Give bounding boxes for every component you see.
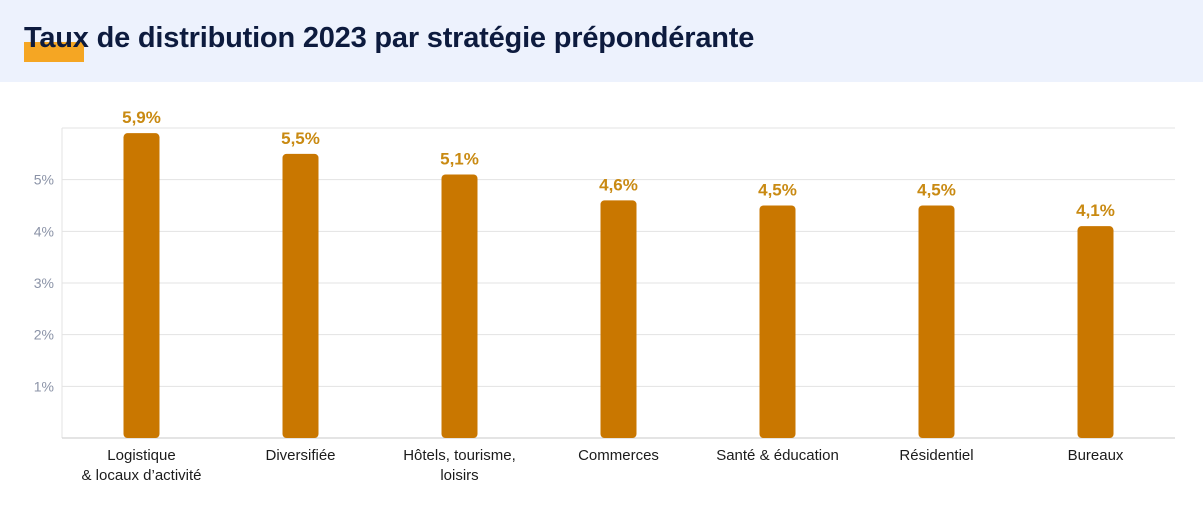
bar	[441, 174, 478, 438]
bar	[123, 133, 160, 438]
value-label: 4,6%	[599, 175, 638, 194]
category-label: Santé & éducation	[716, 447, 839, 464]
value-label: 4,5%	[917, 181, 956, 200]
value-label: 5,9%	[122, 108, 161, 127]
category-label: Diversifiée	[265, 447, 336, 464]
bar	[759, 205, 796, 438]
y-tick-label: 1%	[34, 378, 54, 394]
category-label: Commerces	[578, 447, 659, 464]
category-label: Bureaux	[1067, 447, 1124, 464]
chart-title: Taux de distribution 2023 par stratégie …	[24, 22, 755, 54]
y-tick-label: 3%	[34, 275, 54, 291]
category-label: Logistique & locaux d’activité	[81, 447, 202, 484]
bar-chart: 1% 2% 3% 4% 5% 5,9% 5,5% 5,1% 4,6% 4,5% 4,5% 4,1%	[34, 108, 1175, 439]
value-label: 5,5%	[281, 129, 320, 148]
value-label: 4,5%	[758, 181, 797, 200]
bar	[600, 200, 637, 438]
y-tick-label: 5%	[34, 172, 54, 188]
bars-layer	[123, 133, 1114, 438]
title-accent-bar	[24, 42, 84, 62]
category-label: Résidentiel	[899, 447, 974, 464]
value-label: 5,1%	[440, 150, 479, 169]
y-tick-label: 4%	[34, 223, 54, 239]
value-label: 4,1%	[1076, 201, 1115, 220]
category-label: Hôtels, tourisme, loisirs	[403, 447, 516, 484]
title-banner: Taux de distribution 2023 par stratégie …	[0, 0, 1203, 82]
bar	[918, 205, 955, 438]
bar	[282, 153, 319, 438]
y-tick-label: 2%	[34, 327, 54, 343]
bar	[1077, 226, 1114, 438]
value-labels-layer: 5,9% 5,5% 5,1% 4,6% 4,5% 4,5% 4,1%	[122, 108, 1115, 220]
